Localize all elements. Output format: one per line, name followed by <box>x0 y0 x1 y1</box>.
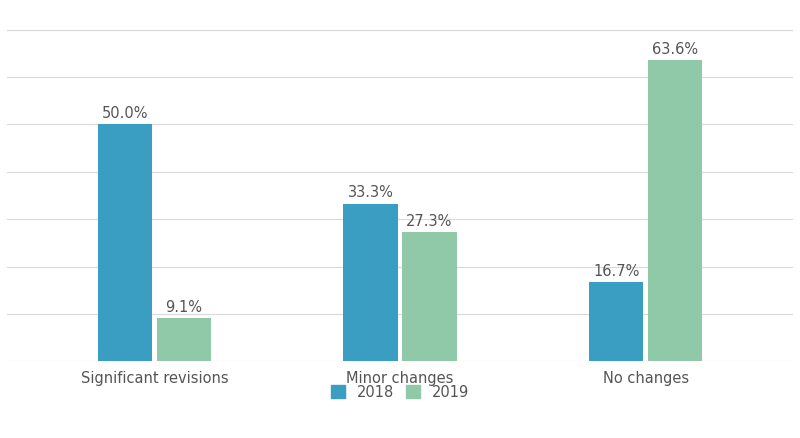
Bar <box>157 318 211 361</box>
Bar <box>402 232 457 361</box>
Text: 33.3%: 33.3% <box>347 185 394 200</box>
Text: 50.0%: 50.0% <box>102 106 148 121</box>
Text: 9.1%: 9.1% <box>166 300 202 315</box>
Bar <box>589 283 643 361</box>
Bar <box>98 124 152 361</box>
Text: 16.7%: 16.7% <box>593 264 639 279</box>
Bar <box>343 204 398 361</box>
Legend: 2018, 2019: 2018, 2019 <box>325 379 475 406</box>
Text: 27.3%: 27.3% <box>406 214 453 229</box>
Text: 63.6%: 63.6% <box>652 42 698 57</box>
Bar <box>648 60 702 361</box>
